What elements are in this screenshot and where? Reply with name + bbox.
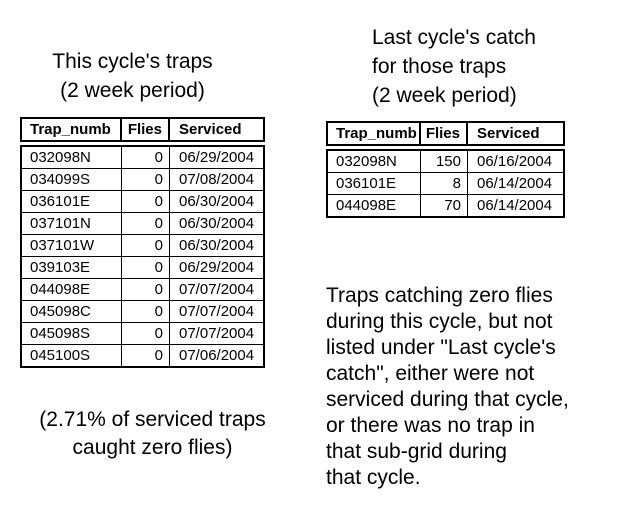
table-cell: 039103E (22, 257, 122, 278)
table-cell: 036101E (328, 173, 421, 194)
table-cell: 06/14/2004 (477, 197, 553, 214)
this-cycle-title: This cycle's traps (2 week period) (25, 47, 240, 105)
table-row: 045098S 0 07/07/2004 (22, 322, 263, 344)
table-cell: 037101N (22, 213, 122, 234)
this-cycle-table: Trap_numb Flies Serviced 032098N 0 06/29/2004… (20, 117, 265, 368)
table-cell: 07/08/2004 (179, 171, 255, 188)
table-cell: 0 (122, 169, 170, 190)
table-row: 034099S 0 07/08/2004 (22, 168, 263, 190)
table-cell: 07/07/2004 (179, 303, 255, 320)
this-cycle-title-line2: (2 week period) (60, 79, 205, 102)
table-row: 032098N 150 06/16/2004 (328, 151, 563, 172)
table-row: 039103E 0 06/29/2004 (22, 256, 263, 278)
table-cell: 0 (122, 191, 170, 212)
table-row: 037101W 0 06/30/2004 (22, 234, 263, 256)
table-cell: 036101E (22, 191, 122, 212)
column-header: Trap_numb (22, 119, 122, 140)
table-cell: 0 (122, 279, 170, 300)
column-header: Flies (421, 123, 468, 144)
table-cell: 06/30/2004 (179, 237, 255, 254)
table-cell: 0 (122, 257, 170, 278)
caption-line1: (2.71% of serviced traps (39, 408, 266, 431)
this-cycle-title-line1: This cycle's traps (52, 50, 213, 73)
last-cycle-title-line1: Last cycle's catch (372, 26, 536, 49)
table-cell: 06/29/2004 (179, 259, 255, 276)
table-cell: 06/30/2004 (179, 193, 255, 210)
table-row: 036101E 0 06/30/2004 (22, 190, 263, 212)
column-header: Serviced (477, 125, 540, 142)
table-cell: 032098N (22, 147, 122, 168)
table-cell: 032098N (328, 151, 421, 172)
table-cell: 0 (122, 301, 170, 322)
last-cycle-table: Trap_numb Flies Serviced 032098N 150 06/16/20… (326, 121, 565, 218)
table-cell: 0 (122, 235, 170, 256)
table-cell: 037101W (22, 235, 122, 256)
table-row: 036101E 8 06/14/2004 (328, 172, 563, 194)
table-row: 037101N 0 06/30/2004 (22, 212, 263, 234)
table-cell: 045098C (22, 301, 122, 322)
table-row: 044098E 70 06/14/2004 (328, 194, 563, 216)
table-cell: 07/06/2004 (179, 347, 255, 364)
column-header: Serviced (179, 121, 242, 138)
table-cell: 0 (122, 345, 170, 366)
explanation-note: Traps catching zero flies during this cy… (326, 284, 569, 489)
column-header: Trap_numb (328, 123, 421, 144)
table-cell: 0 (122, 213, 170, 234)
table-row: 044098E 0 07/07/2004 (22, 278, 263, 300)
table-cell: 06/29/2004 (179, 149, 255, 166)
zero-flies-percentage-caption: (2.71% of serviced traps caught zero fli… (10, 406, 295, 462)
column-header: Flies (122, 119, 170, 140)
table-row: 045098C 0 07/07/2004 (22, 300, 263, 322)
table-cell: 07/07/2004 (179, 281, 255, 298)
table-cell: 06/16/2004 (477, 153, 553, 170)
last-cycle-title: Last cycle's catch for those traps (2 we… (372, 23, 536, 110)
caption-line2: caught zero flies) (72, 436, 233, 459)
table-cell: 044098E (328, 195, 421, 216)
table-header-row: Trap_numb Flies Serviced (20, 117, 265, 142)
last-cycle-title-line3: (2 week period) (372, 84, 517, 107)
table-cell: 07/07/2004 (179, 325, 255, 342)
last-cycle-title-line2: for those traps (372, 55, 507, 78)
table-row: 045100S 0 07/06/2004 (22, 344, 263, 366)
table-cell: 06/30/2004 (179, 215, 255, 232)
table-cell: 8 (421, 173, 468, 194)
table-cell: 044098E (22, 279, 122, 300)
table-body: 032098N 0 06/29/2004 034099S 0 07/08/2004 0361… (20, 145, 265, 368)
table-cell: 06/14/2004 (477, 175, 553, 192)
table-cell: 150 (421, 151, 468, 172)
table-cell: 70 (421, 195, 468, 216)
table-cell: 045098S (22, 323, 122, 344)
table-cell: 0 (122, 323, 170, 344)
table-row: 032098N 0 06/29/2004 (22, 147, 263, 168)
table-body: 032098N 150 06/16/2004 036101E 8 06/14/2004 04… (326, 149, 565, 218)
table-cell: 0 (122, 147, 170, 168)
table-cell: 045100S (22, 345, 122, 366)
table-header-row: Trap_numb Flies Serviced (326, 121, 565, 146)
table-cell: 034099S (22, 169, 122, 190)
